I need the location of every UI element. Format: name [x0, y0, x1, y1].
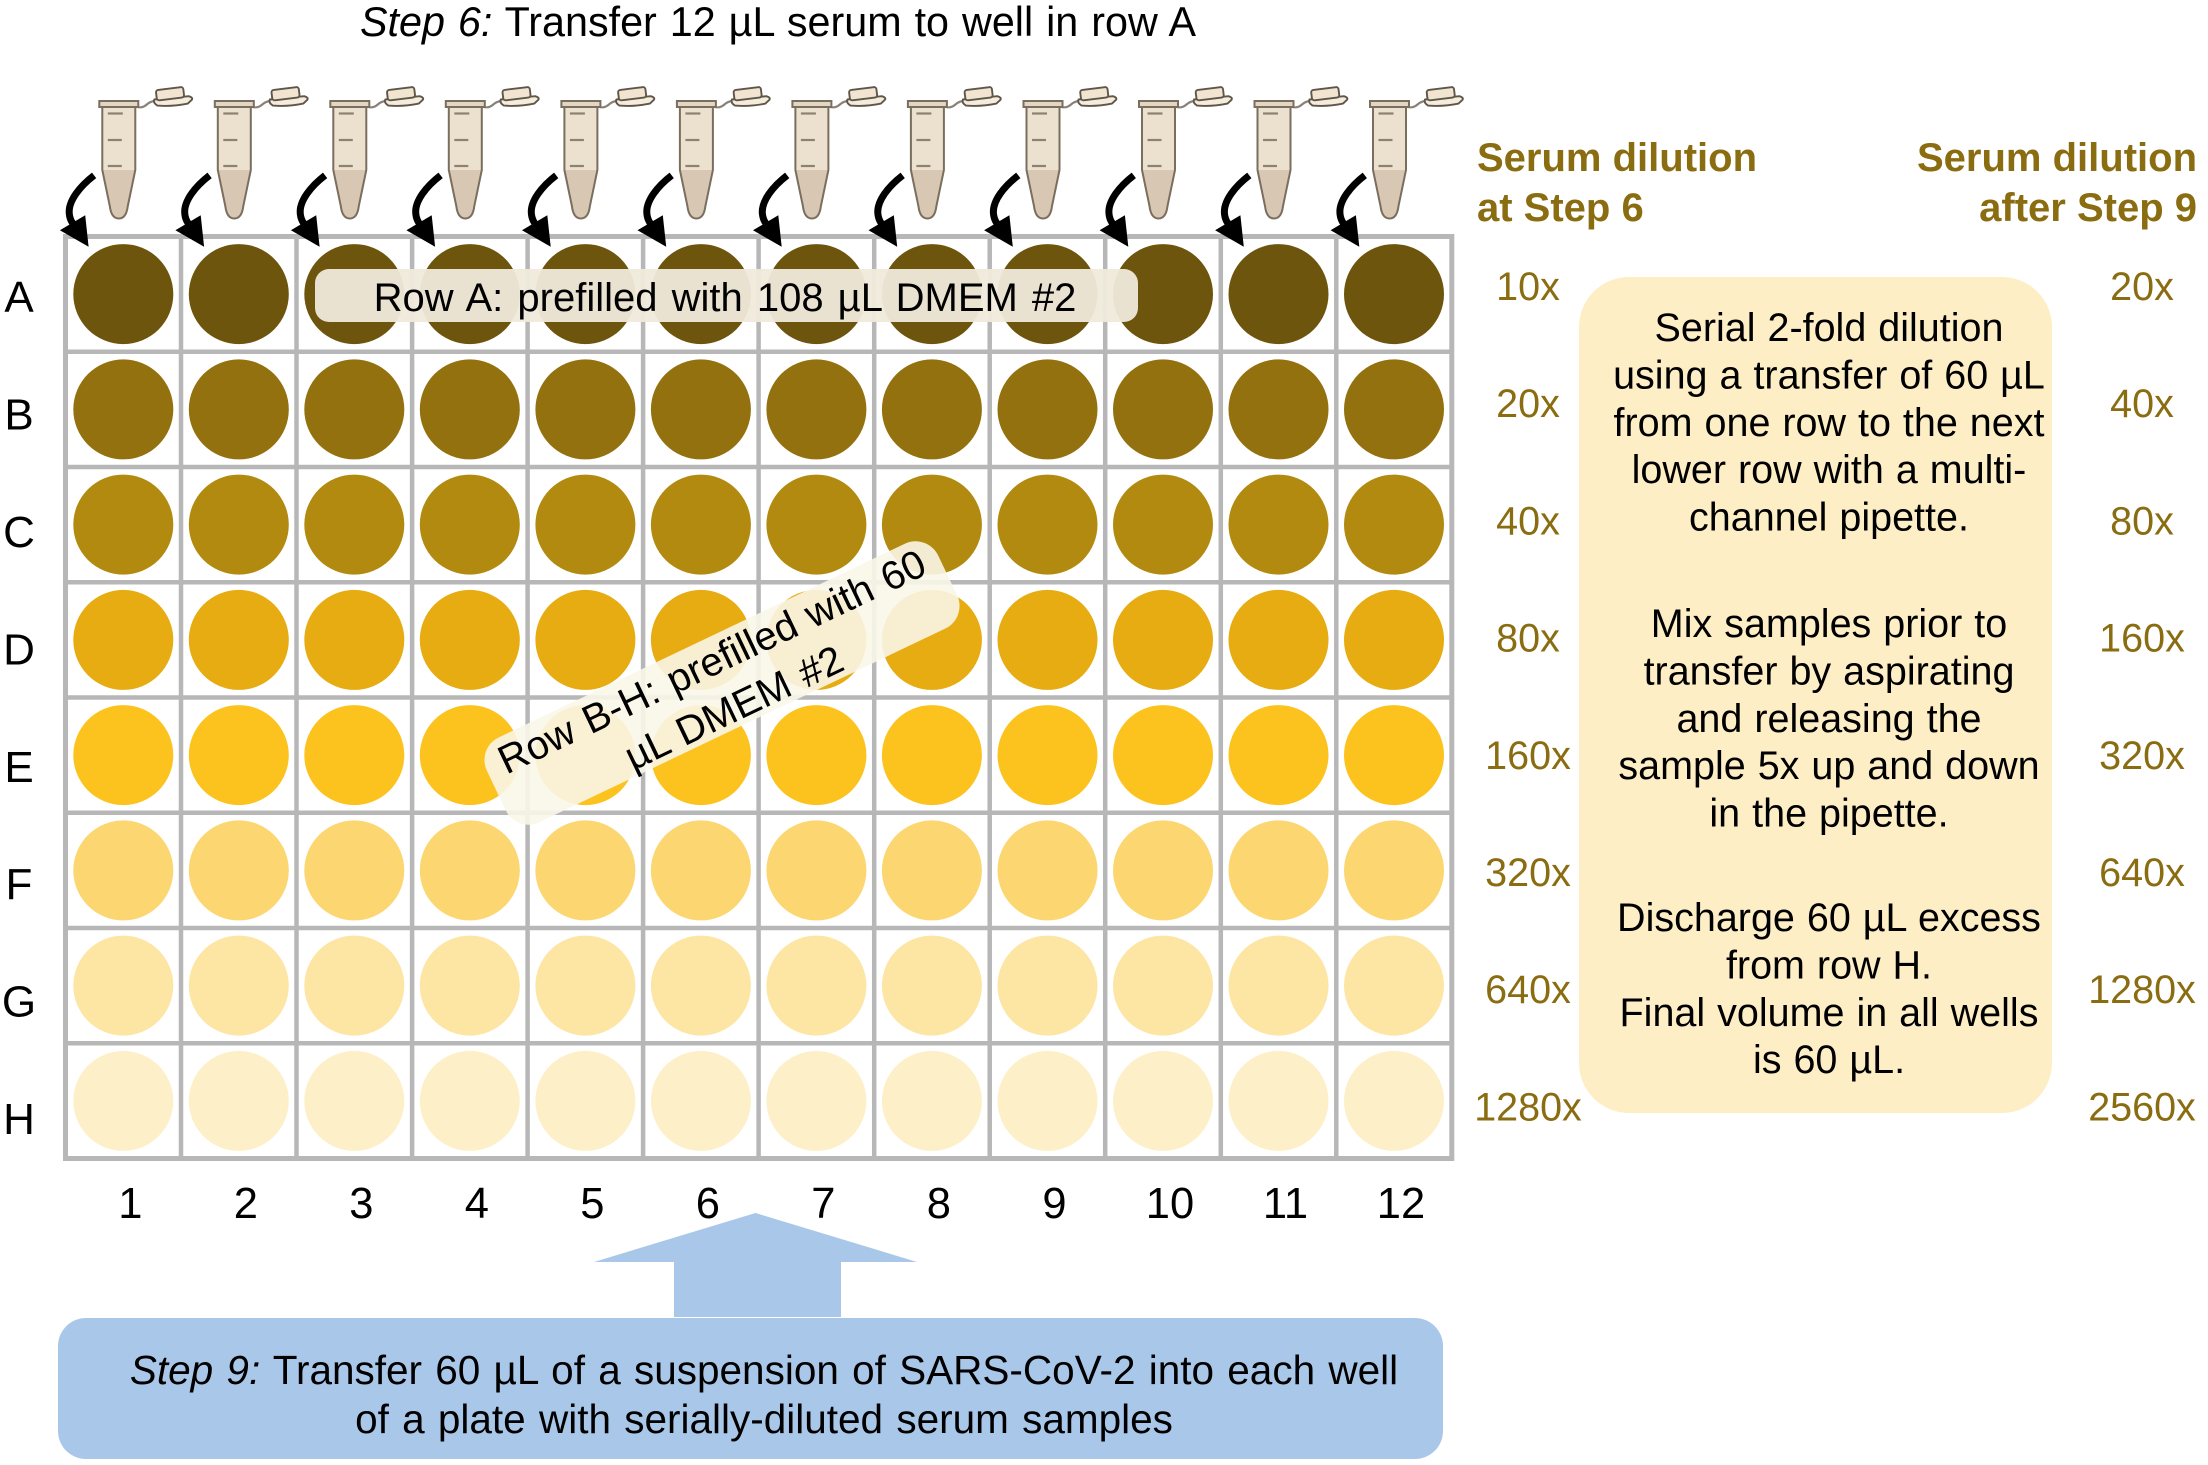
svg-text:H: H: [3, 1095, 35, 1144]
svg-text:640x: 640x: [2099, 851, 2185, 895]
svg-text:Serial 2-fold dilution: Serial 2-fold dilution: [1655, 306, 2004, 350]
svg-text:320x: 320x: [1485, 851, 1571, 895]
svg-text:7: 7: [811, 1180, 835, 1228]
svg-text:6: 6: [696, 1180, 720, 1228]
svg-text:10: 10: [1146, 1180, 1194, 1228]
svg-text:80x: 80x: [2110, 499, 2174, 543]
svg-text:160x: 160x: [2099, 617, 2185, 661]
svg-text:at Step 6: at Step 6: [1477, 186, 1644, 230]
svg-text:5: 5: [580, 1180, 604, 1228]
svg-text:lower row with a multi-: lower row with a multi-: [1632, 448, 2027, 492]
svg-text:sample 5x up and down: sample 5x up and down: [1618, 744, 2039, 788]
svg-text:Serum dilution: Serum dilution: [1477, 136, 1757, 180]
svg-text:Mix samples prior to: Mix samples prior to: [1651, 602, 2007, 646]
svg-text:640x: 640x: [1485, 968, 1571, 1012]
svg-text:of a plate with serially-dilut: of a plate with serially-diluted serum s…: [355, 1396, 1173, 1442]
svg-text:8: 8: [927, 1180, 951, 1228]
svg-text:4: 4: [465, 1180, 489, 1228]
svg-text:20x: 20x: [2110, 265, 2174, 309]
svg-text:G: G: [2, 978, 36, 1027]
svg-text:40x: 40x: [2110, 382, 2174, 426]
svg-text:Final volume in all wells: Final volume in all wells: [1620, 991, 2039, 1035]
svg-text:in the pipette.: in the pipette.: [1709, 792, 1948, 836]
svg-text:from row H.: from row H.: [1726, 943, 1932, 987]
svg-text:320x: 320x: [2099, 734, 2185, 778]
svg-text:channel pipette.: channel pipette.: [1689, 496, 1969, 540]
svg-text:Row A: prefilled with 108 µL D: Row A: prefilled with 108 µL DMEM #2: [374, 276, 1077, 320]
svg-text:3: 3: [349, 1180, 373, 1228]
svg-text:Discharge 60 µL excess: Discharge 60 µL excess: [1617, 896, 2041, 940]
svg-text:1280x: 1280x: [1474, 1085, 1582, 1129]
svg-text:10x: 10x: [1496, 265, 1560, 309]
svg-text:and releasing the: and releasing the: [1676, 697, 1981, 741]
svg-text:12: 12: [1377, 1180, 1425, 1228]
svg-text:transfer by aspirating: transfer by aspirating: [1644, 649, 2015, 693]
svg-text:after Step 9: after Step 9: [1979, 186, 2197, 230]
svg-text:C: C: [3, 508, 35, 557]
svg-text:from one row to the next: from one row to the next: [1614, 401, 2045, 445]
svg-text:A: A: [4, 273, 34, 322]
svg-text:80x: 80x: [1496, 617, 1560, 661]
svg-text:using a transfer of 60 µL: using a transfer of 60 µL: [1613, 353, 2045, 397]
svg-text:2560x: 2560x: [2088, 1085, 2196, 1129]
svg-text:160x: 160x: [1485, 734, 1571, 778]
svg-text:1280x: 1280x: [2088, 968, 2196, 1012]
svg-text:is 60 µL.: is 60 µL.: [1753, 1038, 1905, 1082]
svg-text:B: B: [4, 390, 33, 439]
svg-text:Serum dilution: Serum dilution: [1917, 136, 2197, 180]
svg-text:D: D: [3, 625, 35, 674]
svg-text:2: 2: [234, 1180, 258, 1228]
svg-text:1: 1: [118, 1180, 142, 1228]
svg-text:11: 11: [1263, 1180, 1308, 1228]
svg-text:40x: 40x: [1496, 499, 1560, 543]
svg-text:F: F: [6, 860, 33, 909]
svg-text:20x: 20x: [1496, 382, 1560, 426]
svg-text:Step 9: Transfer 60 µL of a su: Step 9: Transfer 60 µL of a suspension o…: [130, 1347, 1398, 1393]
svg-text:Step 6: Transfer 12 µL serum t: Step 6: Transfer 12 µL serum to well in …: [360, 0, 1197, 45]
svg-text:E: E: [4, 743, 33, 792]
svg-text:9: 9: [1042, 1180, 1066, 1228]
